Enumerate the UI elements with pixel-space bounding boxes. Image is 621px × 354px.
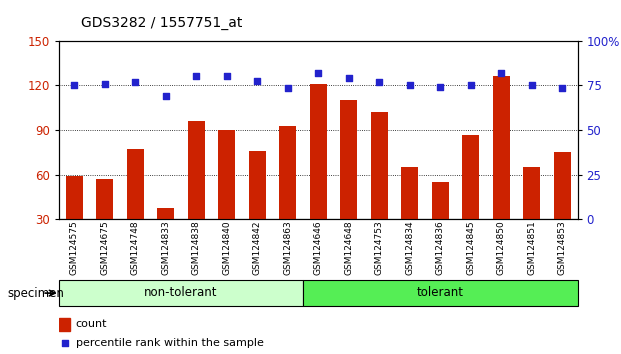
Point (405, 82, 415, 88)
Point (161, 93, 171, 99)
Point (313, 71, 323, 76)
Bar (249, 151, 266, 219)
Point (344, 75, 354, 81)
Text: GSM124840: GSM124840 (222, 221, 231, 275)
Bar (463, 135, 479, 219)
Point (283, 86, 292, 91)
Text: GSM124845: GSM124845 (466, 221, 475, 275)
Point (374, 80, 384, 85)
Bar (96, 179, 113, 219)
Bar (401, 167, 418, 219)
Point (100, 81, 110, 87)
Text: GSM124863: GSM124863 (283, 221, 292, 275)
Text: GSM124838: GSM124838 (192, 221, 201, 275)
Text: non-tolerant: non-tolerant (144, 286, 218, 299)
Text: GSM124842: GSM124842 (253, 221, 262, 275)
Text: GSM124646: GSM124646 (314, 221, 323, 275)
Point (130, 80, 140, 85)
Point (557, 86, 567, 91)
Bar (188, 121, 205, 219)
Point (70, 82, 79, 88)
Text: GSM124853: GSM124853 (558, 221, 567, 275)
Text: tolerant: tolerant (417, 286, 464, 299)
Point (466, 82, 476, 88)
Bar (432, 182, 448, 219)
Text: GSM124834: GSM124834 (406, 221, 414, 275)
Point (496, 71, 506, 76)
Bar (310, 84, 327, 219)
Text: GSM124836: GSM124836 (436, 221, 445, 275)
Bar (66, 176, 83, 219)
Bar (127, 149, 143, 219)
Text: GSM124833: GSM124833 (161, 221, 170, 275)
Bar (554, 153, 571, 219)
Point (191, 74, 201, 79)
Bar (524, 167, 540, 219)
Text: GSM124753: GSM124753 (374, 221, 384, 275)
Text: GSM124851: GSM124851 (527, 221, 537, 275)
Point (527, 82, 537, 88)
Point (435, 84, 445, 90)
Bar (493, 76, 510, 219)
Bar (371, 112, 388, 219)
Bar (303, 280, 578, 306)
Bar (340, 100, 357, 219)
Text: GDS3282 / 1557751_at: GDS3282 / 1557751_at (81, 16, 242, 30)
Point (222, 74, 232, 79)
Text: percentile rank within the sample: percentile rank within the sample (76, 338, 263, 348)
Text: GSM124575: GSM124575 (70, 221, 79, 275)
Point (365, 259, 375, 265)
Text: GSM124675: GSM124675 (100, 221, 109, 275)
Point (252, 78, 262, 84)
Text: GSM124648: GSM124648 (344, 221, 353, 275)
Bar (59, 318, 70, 331)
Bar (59, 280, 303, 306)
Text: GSM124748: GSM124748 (131, 221, 140, 275)
Text: GSM124850: GSM124850 (497, 221, 505, 275)
Bar (279, 126, 296, 219)
Text: specimen: specimen (7, 287, 65, 299)
Text: count: count (76, 319, 107, 329)
Bar (219, 130, 235, 219)
Bar (157, 207, 174, 219)
